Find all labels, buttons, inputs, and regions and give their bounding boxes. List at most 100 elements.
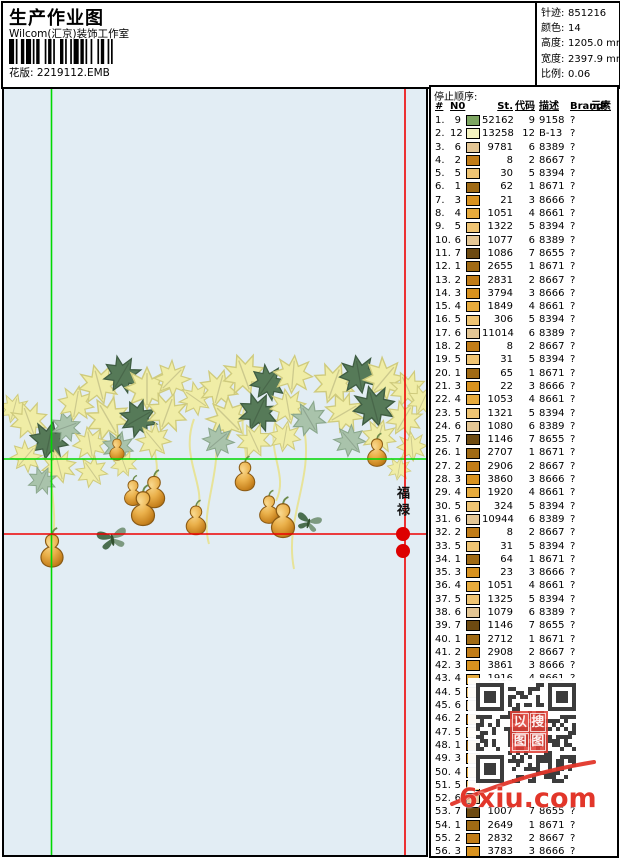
table-row: 14. 3 3794 3 8666? [435,287,576,299]
table-row: 10. 6 1077 6 8389? [435,234,576,246]
col-brand: Brand [570,101,604,112]
table-row: 27. 2 2906 2 8667? [435,460,576,472]
barcode [9,39,113,64]
watermark-swoosh [450,760,596,806]
table-row: 32. 2 8 2 8667? [435,527,576,539]
thread-color-chip [466,460,480,472]
table-row: 18. 2 8 2 8667? [435,341,576,353]
thread-color-chip [466,474,480,486]
thread-color-chip [466,407,480,419]
thread-color-chip [466,155,480,167]
table-row: 38. 6 1079 6 8389? [435,606,576,619]
col-code: 代码 [515,101,535,112]
thread-color-chip [466,234,480,246]
table-row: 31. 6 10944 6 8389? [435,513,576,526]
table-row: 40. 1 2712 1 8671? [435,633,576,645]
thread-color-chip [466,833,480,845]
col-stitches: St. [497,101,513,112]
table-row: 6. 1 62 1 8671? [435,181,576,193]
stop-sequence-title: 停止顺序: [434,92,478,103]
thread-color-chip [466,500,480,512]
thread-color-chip [466,208,480,220]
table-row: 29. 4 1920 4 8661? [435,487,576,499]
table-row: 1. 9 52162 9 9158? [435,115,576,127]
stat-height: 高度: 1205.0 mm [541,38,620,50]
thread-color-chip [466,341,480,353]
page-title: 生产作业图 [9,8,104,29]
thread-color-chip [466,806,480,818]
watermark-site: 6xiu.com [459,783,597,814]
thread-color-chip [466,168,480,180]
table-row: 5. 5 30 5 8394? [435,168,576,180]
table-row: 30. 5 324 5 8394? [435,500,576,512]
thread-color-chip [466,487,480,499]
table-row: 15. 4 1849 4 8661? [435,301,576,313]
thread-color-chip [466,434,480,446]
thread-color-chip [466,593,480,605]
thread-color-chip [466,274,480,286]
thread-color-chip [466,301,480,313]
table-row: 39. 7 1146 7 8655? [435,620,576,632]
thread-color-chip [466,620,480,632]
thread-color-chip [466,607,480,619]
thread-color-chip [466,248,480,260]
thread-color-chip [466,221,480,233]
design-graphic [4,89,426,855]
thread-color-chip [466,846,480,858]
thread-color-chip [466,447,480,459]
table-row: 16. 5 306 5 8394? [435,314,576,326]
table-row: 35. 3 23 3 8666? [435,567,576,579]
table-row: 42. 3 3861 3 8666? [435,660,576,672]
thread-color-chip [466,261,480,273]
thread-color-chip [466,540,480,552]
thread-color-chip [466,194,480,206]
thread-color-chip [466,128,480,140]
table-row: 22. 4 1053 4 8661? [435,394,576,406]
thread-color-chip [466,288,480,299]
thread-color-chip [466,633,480,645]
table-row: 24. 6 1080 6 8389? [435,420,576,432]
thread-color-chip [466,141,480,153]
red-marker-dot-2 [396,544,410,558]
thread-color-chip [466,567,480,579]
table-row: 54. 1 2649 1 8671? [435,819,576,831]
table-row: 17. 6 11014 6 8389? [435,327,576,339]
stat-colors: 颜色: 14 [541,23,581,35]
table-row: 21. 3 22 3 8666? [435,380,576,393]
table-row: 37. 5 1325 5 8394? [435,593,576,605]
table-row: 9. 5 1322 5 8394? [435,221,576,233]
design-canvas: 福禄 [2,87,428,857]
thread-color-chip [466,420,480,432]
design-motto: 福禄 [394,486,409,520]
thread-color-chip [466,115,480,127]
table-row: 19. 5 31 5 8394? [435,354,576,366]
table-row: 11. 7 1086 7 8655? [435,247,576,260]
table-row: 12. 1 2655 1 8671? [435,261,576,273]
thread-color-chip [466,367,480,379]
thread-color-chip [466,181,480,193]
stat-stitches: 针迹: 851216 [541,8,607,19]
col-seq: # [435,101,444,112]
table-row: 55. 2 2832 2 8667? [435,833,576,845]
table-row: 13. 2 2831 2 8667? [435,274,576,286]
pattern-label: 花版: [9,67,34,79]
watermark-stamp: 以 搜 图 图 [510,711,548,753]
studio-name: Wilcom(汇京)装饰工作室 [9,28,130,40]
stat-scale: 比例: 0.06 [541,68,591,80]
table-row: 34. 1 64 1 8671? [435,553,576,565]
table-row: 20. 1 65 1 8671? [435,367,576,379]
table-row: 56. 3 3783 3 8666? [435,846,576,858]
header-left: 生产作业图 Wilcom(汇京)装饰工作室 花版: 2219112.EMB [3,3,533,87]
thread-color-chip [466,660,480,672]
thread-color-chip [466,327,480,339]
table-row: 25. 7 1146 7 8655? [435,434,576,446]
thread-color-chip [466,394,480,406]
thread-color-chip [466,647,480,659]
header: 生产作业图 Wilcom(汇京)装饰工作室 花版: 2219112.EMB 针迹… [1,1,620,89]
table-row: 7. 3 21 3 8666? [435,194,576,206]
thread-color-chip [466,819,480,831]
table-row: 2. 12 13258 12 B-13? [435,128,576,140]
col-element: 元素 [591,101,611,112]
pattern-value: 2219112.EMB [36,67,110,79]
